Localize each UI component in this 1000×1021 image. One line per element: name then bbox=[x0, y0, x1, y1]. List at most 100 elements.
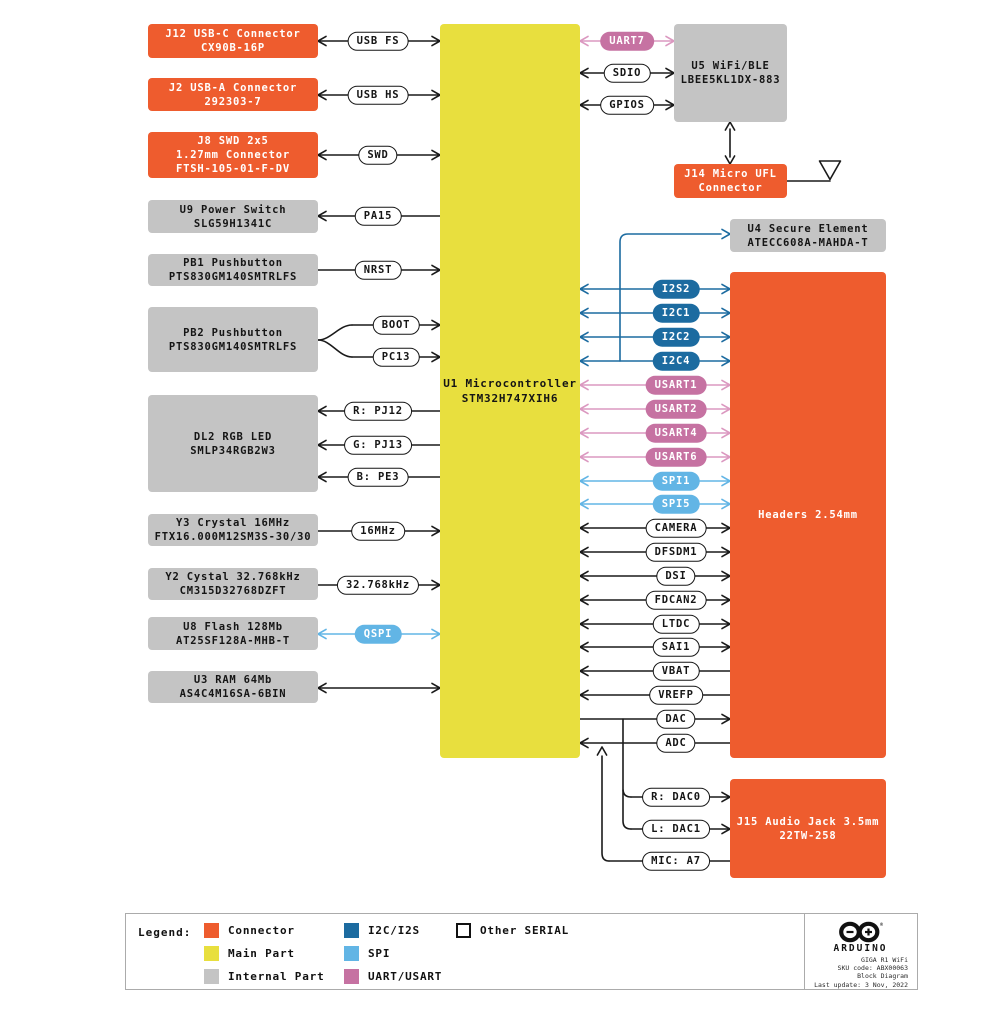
component-j15-audio-jack: J15 Audio Jack 3.5mm 22TW-258 bbox=[730, 779, 886, 878]
component-label: U3 RAM 64Mb bbox=[193, 674, 273, 686]
component-j14-micro-ufl: J14 Micro UFL Connector bbox=[674, 164, 787, 198]
pill-pc13: PC13 bbox=[372, 347, 420, 367]
antenna-icon bbox=[818, 160, 842, 181]
arduino-infinity-logo-icon: ® bbox=[838, 921, 884, 943]
component-j12-usb-c: J12 USB-C Connector CX90B-16P bbox=[148, 24, 318, 58]
pill-r-dac0: R: DAC0 bbox=[642, 787, 710, 807]
pill-ltdc: LTDC bbox=[652, 614, 700, 634]
legend-label: I2C/I2S bbox=[368, 924, 420, 937]
component-label: STM32H747XIH6 bbox=[461, 392, 559, 405]
legend-item-connector: Connector bbox=[204, 923, 295, 938]
pill-usart2: USART2 bbox=[645, 399, 707, 419]
component-j8-swd: J8 SWD 2x5 1.27mm Connector FTSH-105-01-F-… bbox=[148, 132, 318, 178]
component-label: SMLP34RGB2W3 bbox=[190, 444, 276, 457]
pill-uart7: UART7 bbox=[600, 31, 654, 51]
stamp-text: GIGA R1 WiFi SKU code: ABX00063 Block Diag… bbox=[814, 956, 908, 989]
component-label: ATECC608A-MAHDA-T bbox=[747, 236, 869, 249]
component-y3-crystal: Y3 Crystal 16MHz FTX16.000M12SM3S-30/30 bbox=[148, 514, 318, 546]
component-label: J12 USB-C Connector bbox=[165, 28, 301, 40]
pill-usart1: USART1 bbox=[645, 375, 707, 395]
legend-swatch bbox=[204, 969, 219, 984]
component-label: PB1 Pushbutton bbox=[183, 257, 283, 269]
legend-label: Other SERIAL bbox=[480, 924, 570, 937]
component-label: U9 Power Switch bbox=[179, 203, 287, 216]
legend-label: Connector bbox=[228, 924, 295, 937]
pill-i2c4: I2C4 bbox=[652, 351, 700, 371]
pill-32-768khz: 32.768kHz bbox=[336, 575, 420, 595]
component-headers: Headers 2.54mm bbox=[730, 272, 886, 758]
legend-swatch bbox=[344, 969, 359, 984]
pill-g-pj13: G: PJ13 bbox=[344, 435, 412, 455]
component-label: CX90B-16P bbox=[200, 42, 266, 54]
pill-i2c2: I2C2 bbox=[652, 327, 700, 347]
component-label: DL2 RGB LED bbox=[193, 430, 273, 443]
pill-usb-fs: USB FS bbox=[347, 31, 409, 51]
pill-i2c1: I2C1 bbox=[652, 303, 700, 323]
component-j2-usb-a: J2 USB-A Connector 292303-7 bbox=[148, 78, 318, 111]
component-label: Headers 2.54mm bbox=[758, 509, 858, 521]
pill-sdio: SDIO bbox=[603, 63, 651, 83]
component-label: SLG59H1341C bbox=[193, 217, 273, 230]
legend-swatch bbox=[344, 946, 359, 961]
pill-spi1: SPI1 bbox=[652, 471, 700, 491]
component-label: U4 Secure Element bbox=[747, 222, 869, 235]
pill-sai1: SAI1 bbox=[652, 637, 700, 657]
component-u5-wifi-ble: U5 WiFi/BLE LBEE5KL1DX-883 bbox=[674, 24, 787, 122]
legend-item-uart-usart: UART/USART bbox=[344, 969, 442, 984]
pill-fdcan2: FDCAN2 bbox=[645, 590, 707, 610]
component-u1-mcu: U1 Microcontroller STM32H747XIH6 bbox=[440, 24, 580, 758]
component-y2-crystal: Y2 Cystal 32.768kHz CM315D32768DZFT bbox=[148, 568, 318, 600]
component-label: PTS830GM140SMTRLFS bbox=[168, 340, 298, 353]
pill-dsi: DSI bbox=[656, 566, 696, 586]
component-label: FTSH-105-01-F-DV bbox=[176, 163, 290, 175]
legend-item-spi: SPI bbox=[344, 946, 390, 961]
pill-16mhz: 16MHz bbox=[351, 521, 405, 541]
component-pb2-pushbutton: PB2 Pushbutton PTS830GM140SMTRLFS bbox=[148, 307, 318, 372]
component-label: Connector bbox=[698, 182, 763, 194]
pill-nrst: NRST bbox=[354, 260, 402, 280]
legend-label: Main Part bbox=[228, 947, 295, 960]
legend-item-i2c-i2s: I2C/I2S bbox=[344, 923, 420, 938]
legend-item-other-serial: Other SERIAL bbox=[456, 923, 569, 938]
pill-camera: CAMERA bbox=[645, 518, 707, 538]
component-label: 22TW-258 bbox=[779, 829, 837, 842]
component-label: 292303-7 bbox=[204, 95, 262, 108]
pill-usart4: USART4 bbox=[645, 423, 707, 443]
component-u4-secure-element: U4 Secure Element ATECC608A-MAHDA-T bbox=[730, 219, 886, 252]
pill-vrefp: VREFP bbox=[649, 685, 703, 705]
pill-qspi: QSPI bbox=[354, 624, 402, 644]
component-label: J8 SWD 2x5 bbox=[197, 135, 269, 147]
component-label: PTS830GM140SMTRLFS bbox=[168, 271, 298, 283]
pill-mic-a7: MIC: A7 bbox=[642, 851, 710, 871]
component-label: J15 Audio Jack 3.5mm bbox=[736, 815, 880, 828]
component-label: 1.27mm Connector bbox=[176, 149, 290, 161]
legend-label: Internal Part bbox=[228, 970, 325, 983]
pill-i2s2: I2S2 bbox=[652, 279, 700, 299]
component-label: AT25SF128A-MHB-T bbox=[176, 634, 290, 647]
pill-gpios: GPIOS bbox=[600, 95, 654, 115]
component-pb1-pushbutton: PB1 Pushbutton PTS830GM140SMTRLFS bbox=[148, 254, 318, 286]
component-label: Y2 Cystal 32.768kHz bbox=[165, 571, 301, 583]
component-label: AS4C4M16SA-6BIN bbox=[179, 688, 287, 700]
pill-spi5: SPI5 bbox=[652, 494, 700, 514]
pill-adc: ADC bbox=[656, 733, 696, 753]
svg-text:®: ® bbox=[880, 922, 884, 928]
component-label: CM315D32768DZFT bbox=[179, 585, 287, 597]
legend-item-internal-part: Internal Part bbox=[204, 969, 325, 984]
legend-label: UART/USART bbox=[368, 970, 443, 983]
component-label: U8 Flash 128Mb bbox=[183, 620, 283, 633]
pill-vbat: VBAT bbox=[652, 661, 700, 681]
brand-stamp: ® ARDUINO GIGA R1 WiFi SKU code: ABX00063… bbox=[804, 914, 917, 989]
component-label: LBEE5KL1DX-883 bbox=[680, 74, 781, 86]
component-label: Y3 Crystal 16MHz bbox=[176, 517, 290, 529]
component-u9-power-switch: U9 Power Switch SLG59H1341C bbox=[148, 200, 318, 233]
component-label: U5 WiFi/BLE bbox=[691, 60, 770, 72]
brand-label: ARDUINO bbox=[833, 943, 888, 954]
pill-dfsdm1: DFSDM1 bbox=[645, 542, 707, 562]
pill-dac: DAC bbox=[656, 709, 696, 729]
pill-b-pe3: B: PE3 bbox=[347, 467, 409, 487]
component-u8-flash: U8 Flash 128Mb AT25SF128A-MHB-T bbox=[148, 617, 318, 650]
legend-swatch bbox=[456, 923, 471, 938]
component-dl2-rgb-led: DL2 RGB LED SMLP34RGB2W3 bbox=[148, 395, 318, 492]
pill-r-pj12: R: PJ12 bbox=[344, 401, 412, 421]
